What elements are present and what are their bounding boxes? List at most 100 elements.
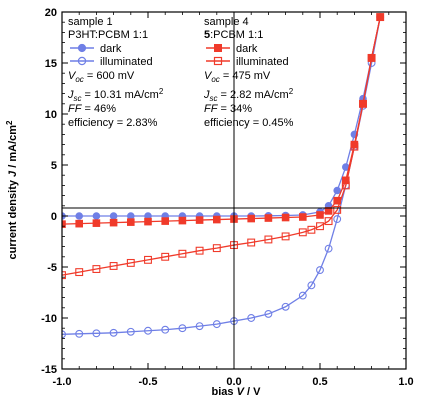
legend-s1-title: sample 1: [68, 16, 113, 28]
data-point: [92, 212, 101, 220]
data-point: [126, 327, 135, 336]
data-point: [298, 291, 307, 300]
data-point: [92, 329, 101, 338]
data-point: [316, 222, 324, 231]
legend-sample-4: sample 4 5:PCBM 1:1 dark illuminated Voc…: [203, 16, 294, 129]
legend-s1-voc: Voc = 600 mV: [68, 70, 135, 84]
data-point: [212, 215, 221, 224]
data-point: [109, 328, 118, 337]
legend-s4-voc: Voc = 475 mV: [204, 70, 271, 84]
x-tick-label: 1.0: [398, 376, 413, 388]
data-point: [316, 266, 324, 275]
legend-s4-ff: FF = 34%: [204, 103, 252, 115]
data-point: [195, 322, 204, 331]
legend-s4-illum-label: illuminated: [236, 56, 289, 68]
series-sample-4-illuminated: [62, 13, 385, 280]
legend-s1-jsc: Jsc = 10.31 mA/cm2: [67, 87, 164, 103]
data-point: [307, 281, 316, 290]
data-point: [178, 216, 187, 225]
data-point: [212, 320, 221, 329]
y-axis-title: current density J / mA/cm2: [5, 120, 19, 260]
data-point: [333, 215, 342, 224]
data-point: [161, 325, 170, 334]
y-tick-label: -15: [41, 364, 57, 376]
y-tick-label: 15: [45, 58, 57, 70]
y-tick-label: -5: [47, 262, 57, 274]
data-point: [126, 258, 135, 267]
legend-s1-ff: FF = 46%: [68, 103, 116, 115]
data-point: [324, 244, 333, 253]
data-point: [178, 324, 187, 333]
x-tick-label: -0.5: [139, 376, 158, 388]
data-point: [341, 181, 350, 190]
data-point: [247, 238, 256, 247]
data-point: [350, 142, 359, 151]
data-point: [62, 330, 66, 339]
data-point: [333, 186, 342, 195]
data-point: [75, 268, 84, 277]
y-tick-label: 0: [51, 211, 57, 223]
data-point: [92, 265, 101, 273]
axes-layer: -1.0 -0.5 0.0 0.5 1.0 -15 -10 -5 0 5 10 15 20: [41, 7, 414, 388]
data-point: [367, 53, 376, 62]
data-point: [92, 219, 101, 227]
data-point: [264, 309, 273, 318]
legend-s1-eff: efficiency = 2.83%: [68, 117, 158, 129]
data-point: [195, 246, 204, 255]
data-point: [62, 271, 66, 280]
data-point: [376, 13, 385, 22]
data-point: [359, 99, 367, 108]
legend-s4-illum-marker: [213, 56, 223, 66]
legend-s4-dark-label: dark: [236, 43, 258, 55]
x-axis-title: bias V / V: [212, 386, 262, 398]
legend-s1-illum-marker: [77, 56, 87, 66]
x-tick-label: -1.0: [53, 376, 72, 388]
data-point: [75, 329, 84, 338]
data-point: [75, 212, 83, 220]
data-point: [144, 255, 152, 264]
y-tick-label: 5: [51, 160, 57, 172]
y-tick-label: -10: [41, 313, 57, 325]
data-point: [298, 213, 307, 221]
data-point: [324, 217, 333, 226]
data-point: [212, 244, 221, 253]
legend-s1-dark-marker: [77, 43, 87, 53]
data-point: [281, 213, 290, 222]
data-point: [195, 216, 204, 224]
data-point: [333, 205, 342, 214]
data-point: [161, 217, 170, 225]
data-point: [144, 326, 152, 335]
legend-s1-dark-label: dark: [100, 43, 122, 55]
data-point: [281, 232, 290, 241]
data-point: [298, 228, 307, 237]
data-point: [109, 262, 118, 270]
data-point: [264, 214, 273, 222]
legend-sample-1: sample 1 P3HT:PCBM 1:1 dark illuminated …: [67, 16, 164, 129]
data-point: [127, 218, 135, 226]
legend-s4-dark-marker: [214, 44, 222, 52]
data-point: [281, 302, 290, 311]
legend-s4-material: 5:PCBM 1:1: [204, 29, 263, 41]
data-point: [324, 207, 333, 215]
data-point: [109, 218, 118, 227]
legend-s4-eff: efficiency = 0.45%: [204, 117, 294, 129]
data-point: [264, 235, 273, 244]
data-point: [307, 225, 316, 234]
data-point: [62, 220, 66, 228]
data-point: [178, 249, 187, 258]
legend-s4-jsc: Jsc = 2.82 mA/cm2: [203, 87, 294, 103]
data-point: [75, 219, 84, 228]
data-point: [247, 214, 256, 223]
y-tick-label: 10: [45, 109, 57, 121]
legend-s1-material: P3HT:PCBM 1:1: [68, 29, 148, 41]
legend-s4-title: sample 4: [204, 16, 249, 28]
x-tick-label: 0.5: [312, 376, 327, 388]
x-tick-label: 0.0: [226, 376, 241, 388]
data-point: [144, 217, 152, 226]
legend-s1-illum-label: illuminated: [100, 56, 153, 68]
data-point: [316, 211, 324, 219]
data-point: [161, 252, 170, 261]
data-point: [109, 212, 118, 220]
data-point: [247, 314, 256, 322]
